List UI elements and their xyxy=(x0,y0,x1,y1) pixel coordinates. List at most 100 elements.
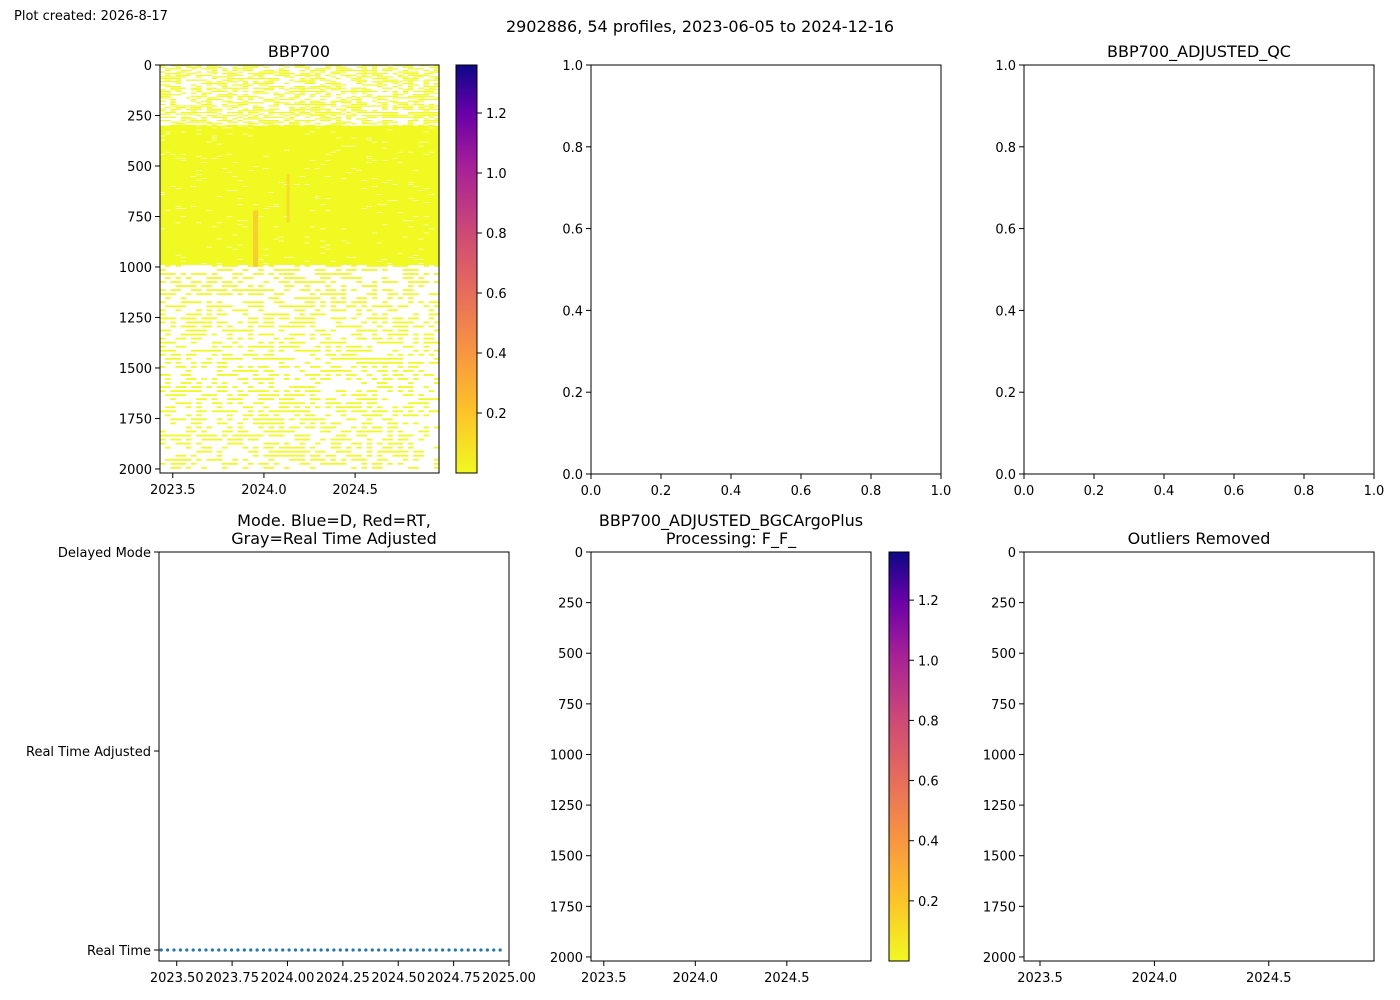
heatmap-dense-block xyxy=(356,125,362,265)
heatmap-cell xyxy=(294,74,300,76)
plot-created-caption: Plot created: 2026-8-17 xyxy=(14,9,168,24)
heatmap-cell xyxy=(330,103,336,105)
heatmap-cell xyxy=(351,115,357,117)
heatmap-gap xyxy=(175,222,181,224)
heatmap-cell xyxy=(340,110,347,112)
heatmap-cell xyxy=(387,68,393,70)
panel-outliers-removed-frame xyxy=(1023,551,1375,962)
heatmap-cell xyxy=(222,430,228,433)
heatmap-cell xyxy=(371,90,378,93)
heatmap-cell xyxy=(413,374,419,376)
heatmap-cell xyxy=(242,84,249,86)
heatmap-cell xyxy=(335,273,342,275)
heatmap-cell xyxy=(433,361,440,364)
heatmap-cell xyxy=(366,90,373,93)
heatmap-cell xyxy=(371,123,378,125)
mode-point xyxy=(300,948,304,952)
heatmap-cell xyxy=(351,108,357,110)
heatmap-cell xyxy=(196,87,202,89)
heatmap-cell xyxy=(258,293,264,296)
heatmap-cell xyxy=(258,434,264,437)
heatmap-cell xyxy=(402,90,409,93)
heatmap-cell xyxy=(304,121,311,123)
x-tick-label: 2023.50 xyxy=(150,971,204,986)
heatmap-cell xyxy=(247,325,254,328)
heatmap-cell xyxy=(330,89,336,91)
heatmap-cell xyxy=(242,394,249,397)
heatmap-cell xyxy=(392,369,398,372)
heatmap-cell xyxy=(278,69,285,72)
heatmap-cell xyxy=(408,97,414,99)
heatmap-cell xyxy=(247,285,254,287)
heatmap-cell xyxy=(356,402,362,405)
heatmap-cell xyxy=(382,446,388,449)
heatmap-cell xyxy=(299,309,305,312)
heatmap-cell xyxy=(325,264,331,267)
heatmap-cell xyxy=(263,116,269,118)
heatmap-cell xyxy=(299,281,305,283)
heatmap-cell xyxy=(216,113,223,115)
heatmap-cell xyxy=(382,98,388,101)
heatmap-cell xyxy=(247,462,254,465)
heatmap-cell xyxy=(175,76,181,78)
heatmap-cell xyxy=(201,273,207,275)
heatmap-cell xyxy=(201,111,207,114)
panel-mode-title-line-1: Mode. Blue=D, Red=RT, xyxy=(237,511,431,530)
y-tick-label: 1500 xyxy=(550,850,583,865)
heatmap-cell xyxy=(361,103,367,105)
heatmap-cell xyxy=(304,264,311,267)
heatmap-cell xyxy=(242,102,249,104)
heatmap-cell xyxy=(402,82,409,84)
heatmap-cell xyxy=(196,450,202,453)
y-tick-label: 1250 xyxy=(983,799,1016,814)
heatmap-cell xyxy=(206,361,212,364)
heatmap-cell xyxy=(356,378,362,380)
heatmap-cell xyxy=(335,116,342,118)
heatmap-dense-block xyxy=(222,125,228,265)
heatmap-gap xyxy=(402,236,409,238)
heatmap-cell xyxy=(366,345,373,348)
heatmap-cell xyxy=(170,422,176,425)
heatmap-cell xyxy=(418,116,424,118)
heatmap-cell xyxy=(196,422,202,425)
x-tick-label: 0.6 xyxy=(1224,484,1245,499)
heatmap-cell xyxy=(392,81,398,83)
heatmap-cell xyxy=(211,98,218,101)
heatmap-cell xyxy=(263,333,269,336)
heatmap-cell xyxy=(273,77,280,80)
heatmap-cell xyxy=(289,345,295,348)
heatmap-gap xyxy=(320,228,326,230)
heatmap-cell xyxy=(160,76,166,78)
heatmap-cell xyxy=(284,124,290,126)
heatmap-cell xyxy=(304,297,311,300)
heatmap-gap xyxy=(397,161,404,163)
heatmap-cell xyxy=(165,116,171,118)
heatmap-cell xyxy=(170,434,176,437)
heatmap-cell xyxy=(289,103,295,105)
heatmap-cell xyxy=(402,102,409,104)
heatmap-cell xyxy=(284,102,290,104)
heatmap-cell xyxy=(315,281,321,283)
heatmap-cell xyxy=(165,341,171,344)
heatmap-dense-block xyxy=(335,125,342,265)
heatmap-cell xyxy=(273,71,280,73)
heatmap-cell xyxy=(278,313,285,316)
heatmap-cell xyxy=(253,77,259,80)
heatmap-cell xyxy=(335,77,342,80)
heatmap-cell xyxy=(402,333,409,336)
heatmap-cell xyxy=(273,394,280,397)
heatmap-cell xyxy=(185,430,192,433)
heatmap-cell xyxy=(356,79,362,81)
heatmap-cell xyxy=(253,95,259,97)
heatmap-cell xyxy=(392,281,398,283)
heatmap-cell xyxy=(340,438,347,441)
heatmap-cell xyxy=(304,321,311,324)
colorbar-tick-label: 0.8 xyxy=(486,227,507,242)
heatmap-cell xyxy=(263,454,269,457)
heatmap-cell xyxy=(361,68,367,70)
heatmap-cell xyxy=(284,115,290,117)
heatmap-cell xyxy=(227,73,233,75)
heatmap-gap xyxy=(227,153,233,155)
heatmap-cell xyxy=(216,369,223,372)
heatmap-cell xyxy=(289,110,295,112)
